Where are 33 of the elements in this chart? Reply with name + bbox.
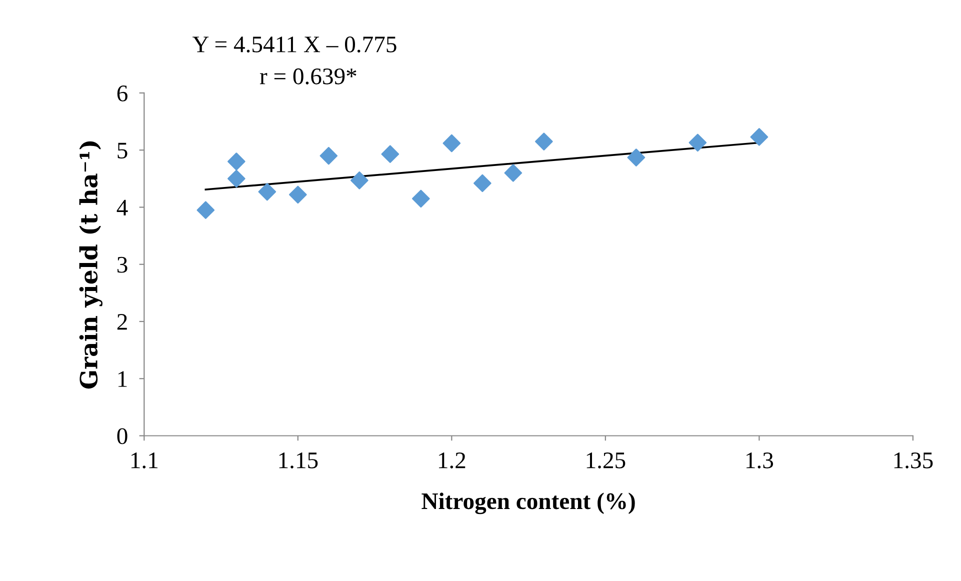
point xyxy=(412,190,430,208)
point xyxy=(535,132,553,150)
y-tick-label: 4 xyxy=(116,200,128,216)
y-tick-label: 2 xyxy=(117,314,127,330)
point xyxy=(350,171,368,190)
point xyxy=(381,145,400,163)
y-tick-label: 6 xyxy=(117,86,128,102)
x-tick-label: 1.3 xyxy=(746,452,774,468)
point xyxy=(688,134,707,152)
point xyxy=(320,146,338,165)
y-tick-label: 3 xyxy=(118,256,128,273)
y-tick-label: 5 xyxy=(118,142,128,159)
text: r = 0.639* xyxy=(260,68,356,84)
y-axis-title: Grain yield (t ha⁻¹) xyxy=(79,141,102,389)
y-tick-label: 0 xyxy=(117,428,128,444)
x-tick-label: 1.2 xyxy=(438,452,466,468)
point xyxy=(750,128,768,146)
point xyxy=(442,134,461,152)
text: Y = 4.5411 X – 0.775 xyxy=(192,36,396,52)
y-tick-label: 1 xyxy=(118,371,127,387)
x-tick-label: 1.1 xyxy=(131,452,158,468)
x-tick-label: 1.35 xyxy=(894,452,933,468)
point xyxy=(227,170,246,188)
point xyxy=(227,152,246,170)
point xyxy=(258,182,276,201)
point xyxy=(627,148,646,166)
point xyxy=(289,186,307,204)
point xyxy=(474,174,492,192)
point xyxy=(196,201,215,219)
x-tick-label: 1.25 xyxy=(586,452,626,468)
x-tick-label: 1.15 xyxy=(279,452,318,468)
point xyxy=(504,164,522,182)
x-axis-title: Nitrogen content (%) xyxy=(422,492,635,514)
